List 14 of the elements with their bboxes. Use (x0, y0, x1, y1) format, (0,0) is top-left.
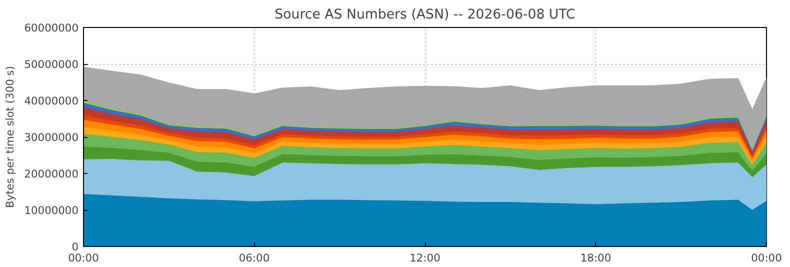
y-tick-label: 20000000 (24, 168, 79, 180)
x-tick-label: 06:00 (238, 252, 270, 264)
x-tick-label: 18:00 (580, 252, 612, 264)
y-axis-title: Bytes per time slot (300 s) (3, 66, 16, 208)
x-tick-label: 00:00 (751, 252, 782, 264)
chart-title: Source AS Numbers (ASN) -- 2026-06-08 UTC (274, 8, 576, 22)
x-tick-label: 00:00 (68, 252, 100, 264)
y-tick-label: 50000000 (24, 58, 79, 71)
y-tick-label: 30000000 (24, 131, 79, 144)
y-tick-label: 10000000 (24, 204, 79, 217)
y-tick-label: 40000000 (24, 94, 79, 108)
y-tick-label: 60000000 (24, 22, 79, 34)
x-tick-label: 12:00 (410, 252, 441, 264)
y-tick-label: 0 (72, 240, 79, 254)
